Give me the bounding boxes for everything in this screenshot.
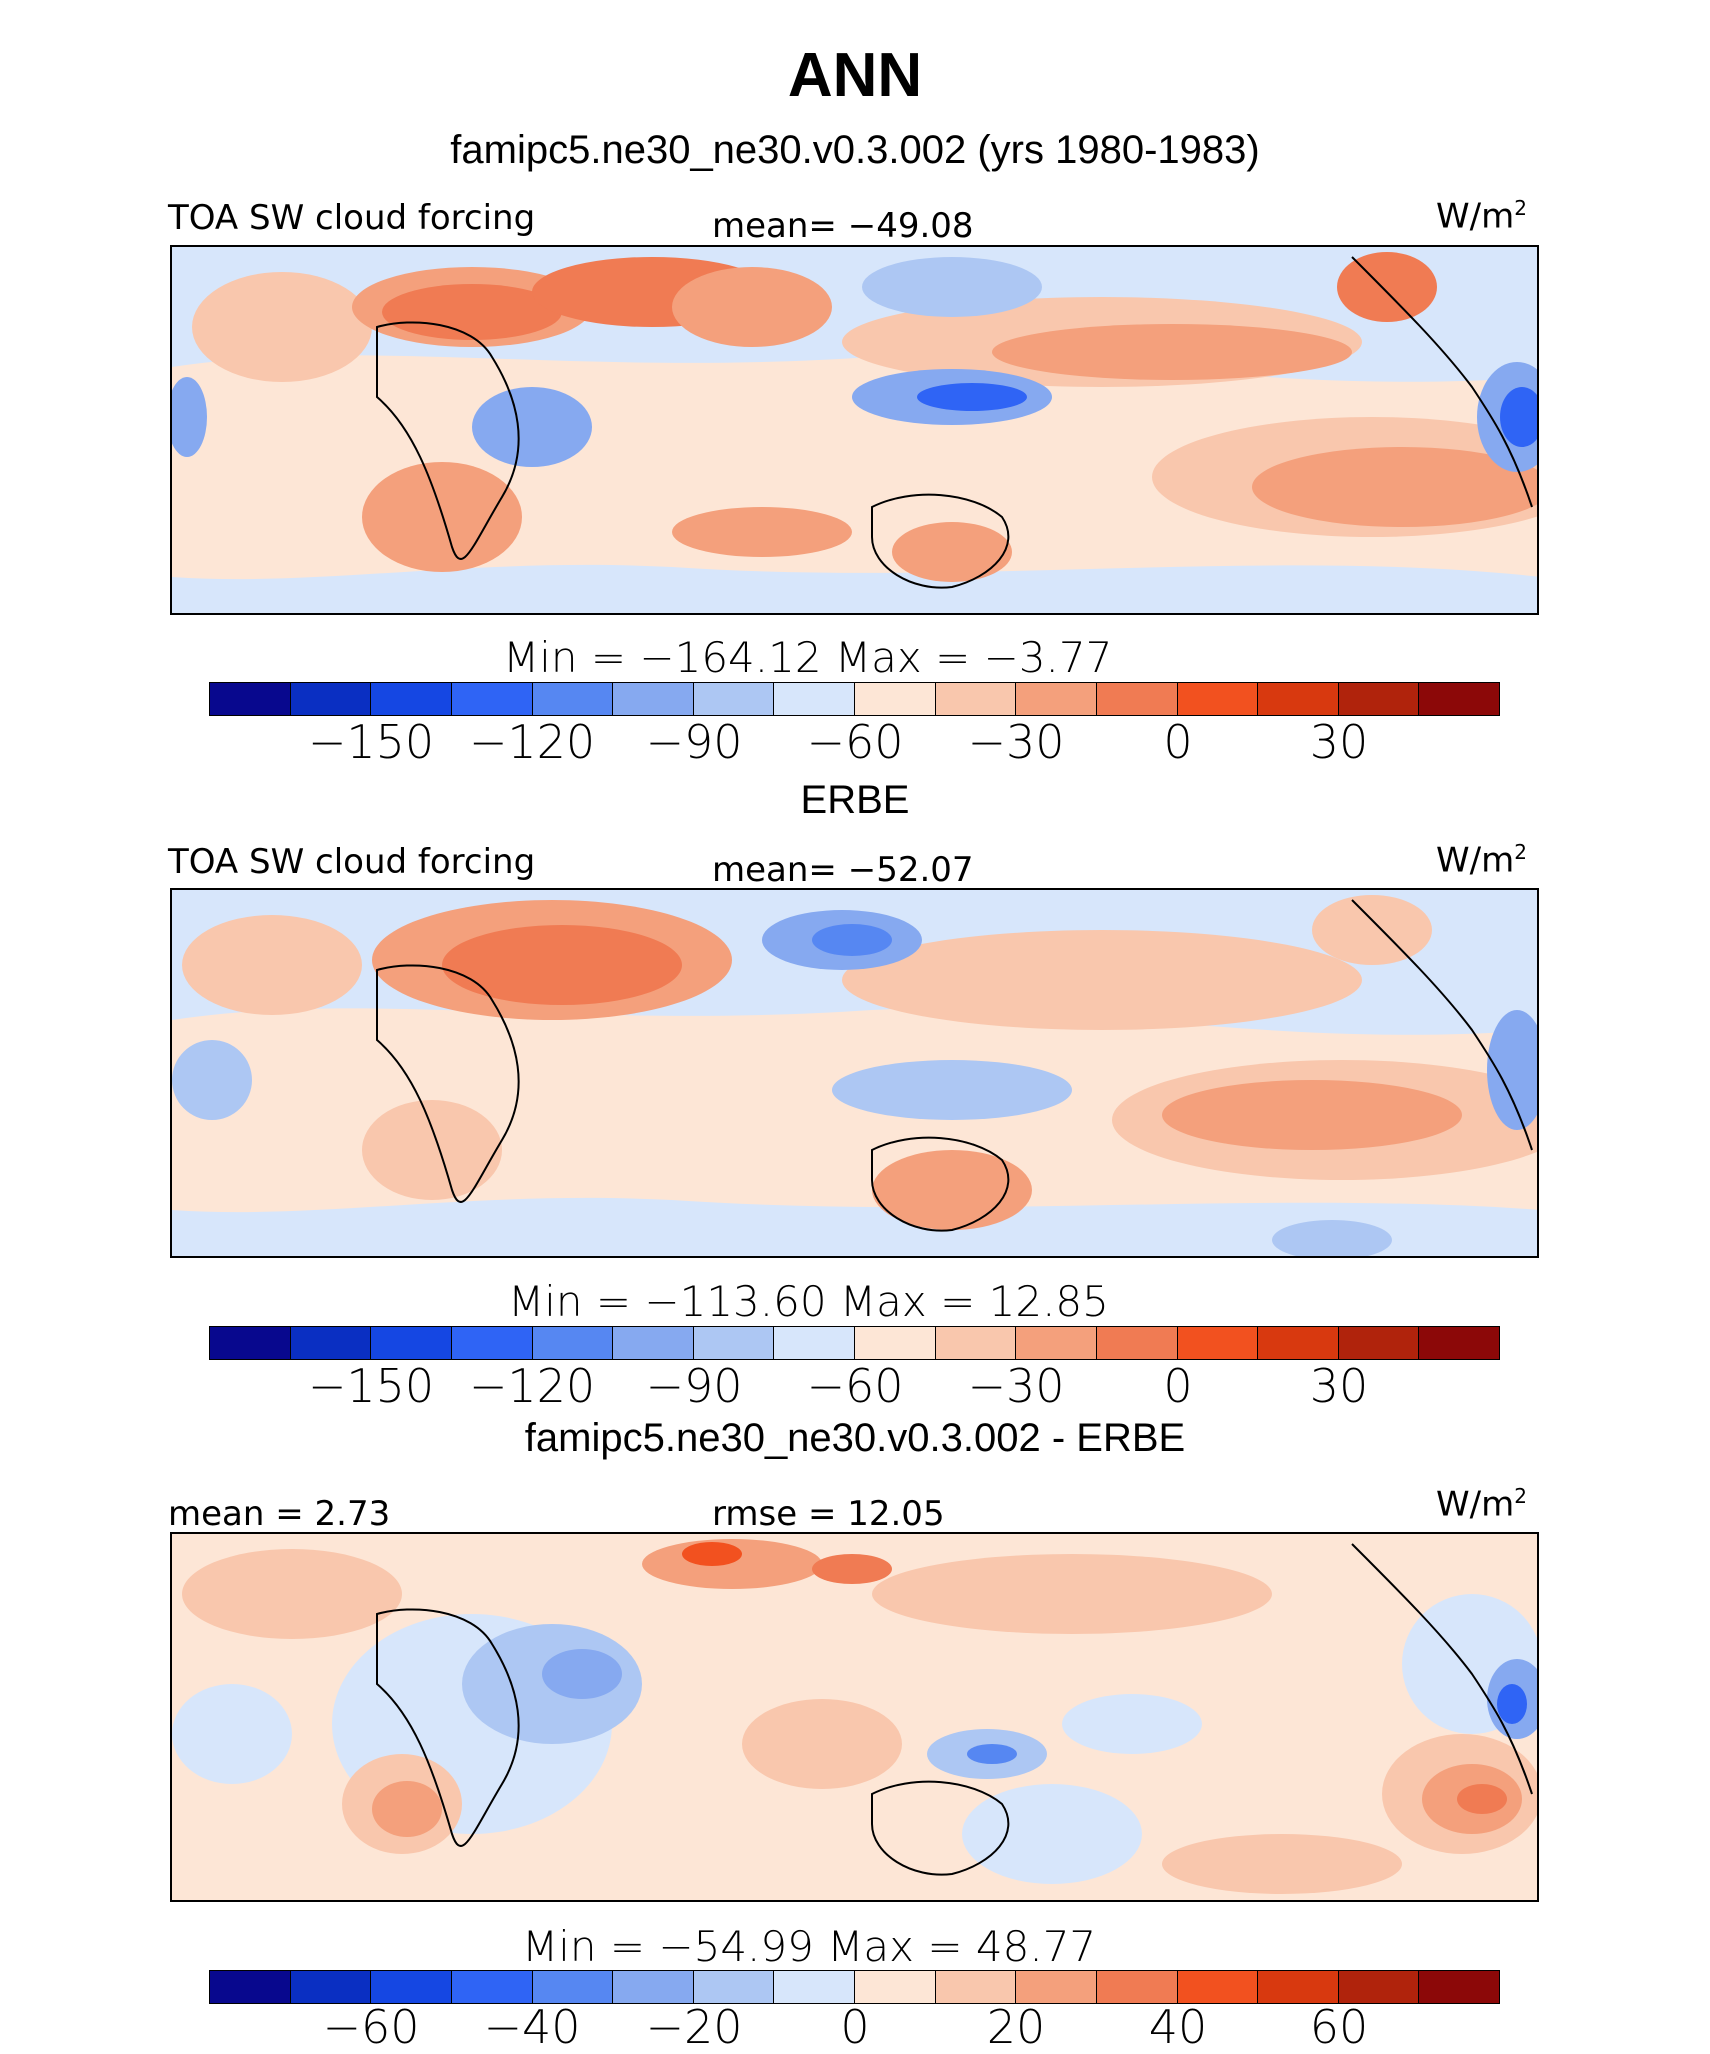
colorbar-swatch xyxy=(774,683,855,715)
colorbar-swatch xyxy=(1177,1327,1259,1359)
colorbar-swatch xyxy=(1419,1971,1499,2003)
colorbar-swatch xyxy=(774,1971,855,2003)
panel-3-tick: 20 xyxy=(986,2000,1046,2054)
panel-1-center-label: mean= −49.08 xyxy=(712,206,974,246)
panel-3-units: W/m2 xyxy=(1436,1484,1527,1525)
colorbar-swatch xyxy=(451,683,533,715)
colorbar-swatch xyxy=(935,683,1017,715)
colorbar-swatch xyxy=(1016,683,1097,715)
figure-title: ANN xyxy=(787,41,923,110)
colorbar-swatch xyxy=(1338,683,1420,715)
colorbar-swatch xyxy=(1096,1327,1178,1359)
colorbar-swatch xyxy=(1419,683,1499,715)
panel-1-left-label: TOA SW cloud forcing xyxy=(168,198,536,238)
panel-3-minmax: Min = −54.99 Max = 48.77 xyxy=(522,1922,1097,1971)
panel-3-tick: −20 xyxy=(645,2000,743,2054)
colorbar-swatch xyxy=(693,1327,775,1359)
panel-3-tick: 60 xyxy=(1309,2000,1369,2054)
colorbar-swatch xyxy=(371,1327,452,1359)
panel-1-tick: −150 xyxy=(307,715,435,769)
panel-1-tick: −30 xyxy=(967,715,1065,769)
panel-2-map xyxy=(170,888,1539,1258)
colorbar-swatch xyxy=(935,1971,1017,2003)
panel-1-units: W/m2 xyxy=(1436,196,1527,237)
panel-2-heading: ERBE xyxy=(800,778,910,822)
colorbar-swatch xyxy=(613,1327,694,1359)
colorbar-swatch xyxy=(532,1327,614,1359)
colorbar-swatch xyxy=(290,683,372,715)
panel-1-minmax: Min = −164.12 Max = −3.77 xyxy=(503,633,1113,682)
panel-2-colorbar xyxy=(209,1326,1500,1360)
colorbar-swatch xyxy=(693,683,775,715)
colorbar-swatch xyxy=(855,1327,936,1359)
colorbar-swatch xyxy=(935,1327,1017,1359)
colorbar-swatch xyxy=(532,1971,614,2003)
panel-2-tick: −30 xyxy=(967,1359,1065,1413)
colorbar-swatch xyxy=(1177,1971,1259,2003)
colorbar-swatch xyxy=(210,683,291,715)
colorbar-swatch xyxy=(1096,1971,1178,2003)
panel-1-tick: −90 xyxy=(645,715,743,769)
colorbar-swatch xyxy=(613,1971,694,2003)
panel-1-tick: −120 xyxy=(468,715,596,769)
colorbar-swatch xyxy=(1016,1327,1097,1359)
panel-2-tick: 0 xyxy=(1163,1359,1193,1413)
figure-subtitle: famipc5.ne30_ne30.v0.3.002 (yrs 1980-198… xyxy=(450,128,1260,172)
colorbar-swatch xyxy=(1258,683,1339,715)
panel-3-tick: −40 xyxy=(483,2000,581,2054)
colorbar-swatch xyxy=(210,1971,291,2003)
panel-1-map xyxy=(170,245,1539,615)
panel-2-minmax: Min = −113.60 Max = 12.85 xyxy=(508,1277,1109,1326)
colorbar-swatch xyxy=(855,1971,936,2003)
panel-3-colorbar xyxy=(209,1970,1500,2004)
panel-3-map-field xyxy=(172,1534,1537,1900)
panel-2-tick: −90 xyxy=(645,1359,743,1413)
panel-2-map-field xyxy=(172,890,1537,1256)
panel-1-tick: 0 xyxy=(1163,715,1193,769)
panel-3-heading: famipc5.ne30_ne30.v0.3.002 - ERBE xyxy=(524,1416,1186,1460)
panel-2-left-label: TOA SW cloud forcing xyxy=(168,842,536,882)
colorbar-swatch xyxy=(451,1971,533,2003)
colorbar-swatch xyxy=(532,683,614,715)
colorbar-swatch xyxy=(290,1971,372,2003)
panel-1-tick: −60 xyxy=(806,715,904,769)
colorbar-swatch xyxy=(1177,683,1259,715)
colorbar-swatch xyxy=(371,683,452,715)
panel-3-map xyxy=(170,1532,1539,1902)
panel-2-units: W/m2 xyxy=(1436,840,1527,881)
panel-3-tick: 40 xyxy=(1148,2000,1208,2054)
colorbar-swatch xyxy=(613,683,694,715)
panel-2-center-label: mean= −52.07 xyxy=(712,850,974,890)
colorbar-swatch xyxy=(451,1327,533,1359)
colorbar-swatch xyxy=(210,1327,291,1359)
colorbar-swatch xyxy=(1338,1971,1420,2003)
panel-2-tick: −60 xyxy=(806,1359,904,1413)
panel-3-tick: 0 xyxy=(840,2000,870,2054)
colorbar-swatch xyxy=(1016,1971,1097,2003)
panel-1-map-field xyxy=(172,247,1537,613)
panel-1-tick: 30 xyxy=(1309,715,1369,769)
panel-2-tick: 30 xyxy=(1309,1359,1369,1413)
colorbar-swatch xyxy=(693,1971,775,2003)
colorbar-swatch xyxy=(774,1327,855,1359)
panel-3-left-label: mean = 2.73 xyxy=(168,1494,391,1534)
panel-2-tick: −150 xyxy=(307,1359,435,1413)
panel-2-tick: −120 xyxy=(468,1359,596,1413)
colorbar-swatch xyxy=(1096,683,1178,715)
panel-3-tick: −60 xyxy=(322,2000,420,2054)
colorbar-swatch xyxy=(855,683,936,715)
panel-1-colorbar xyxy=(209,682,1500,716)
colorbar-swatch xyxy=(1338,1327,1420,1359)
colorbar-swatch xyxy=(290,1327,372,1359)
colorbar-swatch xyxy=(1258,1327,1339,1359)
panel-3-center-label: rmse = 12.05 xyxy=(712,1494,945,1534)
colorbar-swatch xyxy=(1258,1971,1339,2003)
colorbar-swatch xyxy=(1419,1327,1499,1359)
colorbar-swatch xyxy=(371,1971,452,2003)
